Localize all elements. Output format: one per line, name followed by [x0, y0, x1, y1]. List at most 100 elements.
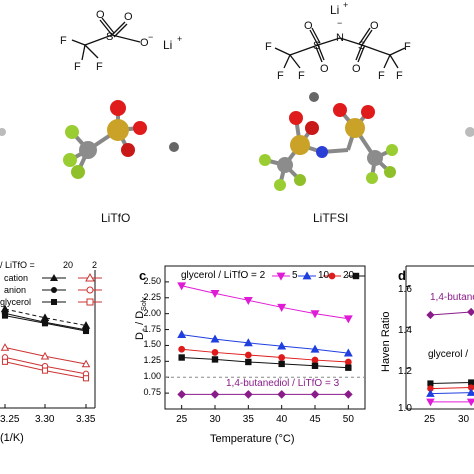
- panel-c-data-point: [210, 334, 220, 343]
- panel-d-letter: d: [398, 268, 406, 283]
- litfsi-atom-o2: O: [320, 63, 329, 75]
- left-legend-col1: 20: [63, 260, 74, 270]
- litfsi-skeletal-formula: [274, 27, 406, 69]
- panel-c-legend-symbols: [272, 271, 365, 281]
- panel-c-data-point: [177, 282, 187, 291]
- litfsi-atom-f2: F: [277, 70, 284, 82]
- panel-c-series-line: [181, 285, 349, 320]
- panel-c-data-point: [245, 358, 252, 366]
- left-data-point: [0, 343, 10, 351]
- panel-c-plot: [164, 265, 366, 410]
- left-legend-row-glycerol: glycerol: [0, 297, 32, 307]
- panel-d-ticks: [406, 285, 410, 410]
- litfo-atom-f3: F: [96, 61, 103, 73]
- panel-c-data-point: [277, 303, 287, 312]
- litfo-atom-f1: F: [60, 35, 67, 47]
- panel-d-data-point: [467, 307, 474, 317]
- litfsi-atom-f6: F: [396, 70, 403, 82]
- litfsi-charge-plus: +: [343, 0, 348, 10]
- panel-c-data-point: [178, 345, 186, 353]
- left-legend-row-cation: cation: [4, 273, 29, 283]
- panel-c-data-point: [243, 338, 253, 347]
- panel-c-data-point: [177, 330, 187, 339]
- panel-d-ytick-1-6: 1.6: [398, 284, 412, 295]
- left-data-point: [41, 367, 49, 374]
- panel-c-data-point: [243, 296, 253, 305]
- panel-c-data-point: [278, 354, 286, 361]
- panel-d-xtick-25: 25: [424, 414, 436, 425]
- litfsi-atom-f1: F: [265, 41, 272, 53]
- litfsi-charge-minus: −: [337, 18, 342, 28]
- litfo-skeletal-formula: [71, 17, 141, 61]
- panel-c-ytick-label: 1.00: [143, 371, 161, 382]
- panel-c-ticks: [165, 281, 349, 409]
- panel-c-xtick-label: 25: [176, 414, 188, 425]
- panel-d-ytick-1-2: 1.2: [398, 366, 412, 377]
- litfo-atom-f2: F: [74, 61, 81, 73]
- panel-c-ytick-label: 0.75: [143, 387, 161, 398]
- panel-c-series-line: [181, 334, 349, 354]
- litfsi-atom-o3: O: [352, 63, 361, 75]
- panel-d-data-point: [468, 379, 474, 386]
- panel-c-data-point: [311, 362, 319, 369]
- panel-d-data-point: [426, 310, 435, 320]
- panel-c-data-point: [277, 390, 286, 399]
- litfo-atom-o1: O: [96, 9, 105, 21]
- panel-c-xtick-label: 30: [209, 414, 221, 425]
- litfsi-atom-o1: O: [304, 20, 313, 32]
- litfo-label: LiTfO: [101, 211, 131, 225]
- litfo-atom-o3: O: [140, 37, 149, 49]
- panel-c-data-point: [343, 315, 353, 324]
- panel-c-data-point: [210, 390, 220, 399]
- litfsi-label: LiTFSI: [313, 211, 349, 225]
- panel-d-series-line: [430, 386, 474, 390]
- litfsi-atom-f4: F: [404, 41, 411, 53]
- panel-d-data-point: [426, 389, 435, 397]
- litfsi-atom-o4: O: [370, 20, 379, 32]
- panel-c-legend-20: 20: [343, 270, 355, 281]
- left-xtick-3: 3.35: [76, 414, 96, 425]
- left-partial-plot: [0, 270, 96, 409]
- left-data-point: [40, 351, 50, 360]
- panel-c-legend-marker: [352, 272, 360, 280]
- panel-c-ytick-label: 1.50: [143, 339, 161, 350]
- panel-d-ytick-1-4: 1.4: [398, 325, 412, 336]
- left-xtick-2: 3.30: [35, 414, 55, 425]
- litfsi-atom-f3: F: [298, 70, 305, 82]
- panel-c-data-point: [345, 364, 352, 371]
- litfsi-atom-s1: S: [313, 40, 320, 52]
- left-data-point: [81, 359, 91, 368]
- left-data-point: [1, 358, 9, 365]
- panel-c-xtick-label: 45: [309, 414, 321, 425]
- panel-c-data-point: [210, 289, 220, 298]
- litfo-counter-ion: Li: [163, 38, 172, 52]
- panel-c-data-point: [310, 310, 320, 319]
- panel-c-series-line: [181, 357, 349, 369]
- panel-c-ytick-label: 1.25: [143, 355, 161, 366]
- panel-c-frame: [164, 265, 366, 410]
- panel-c-data-point: [310, 344, 320, 353]
- panel-d-xtick-30: 30: [458, 414, 470, 425]
- litfo-ball-and-stick: [0, 100, 179, 179]
- panel-c-data-point: [244, 390, 253, 399]
- panel-c-data-point: [343, 348, 353, 357]
- panel-d-data-point: [426, 398, 435, 407]
- panel-d-series-line: [430, 381, 474, 384]
- panel-c-data-point: [244, 351, 252, 359]
- panel-d-data-point: [466, 388, 474, 396]
- left-data-marks: [0, 304, 91, 382]
- panel-c-legend-marker: [328, 272, 336, 280]
- panel-c-legend-10: 10: [318, 270, 330, 281]
- litfsi-atom-s2: S: [358, 40, 365, 52]
- left-legend-col2: 2: [92, 260, 98, 270]
- panel-c-legend-marker: [276, 272, 286, 281]
- left-data-point: [41, 320, 49, 327]
- panel-c-ylabel: D+ / DSolv: [134, 297, 149, 340]
- panel-c-legend-marker: [302, 271, 312, 280]
- litfsi-atom-n: N: [336, 32, 344, 44]
- litfsi-atom-f5: F: [378, 70, 385, 82]
- panel-c-data-point: [344, 390, 353, 399]
- left-data-point: [82, 375, 90, 382]
- litfo-charge-minus: −: [148, 32, 153, 42]
- left-legend-header: / LiTfO =: [0, 260, 35, 270]
